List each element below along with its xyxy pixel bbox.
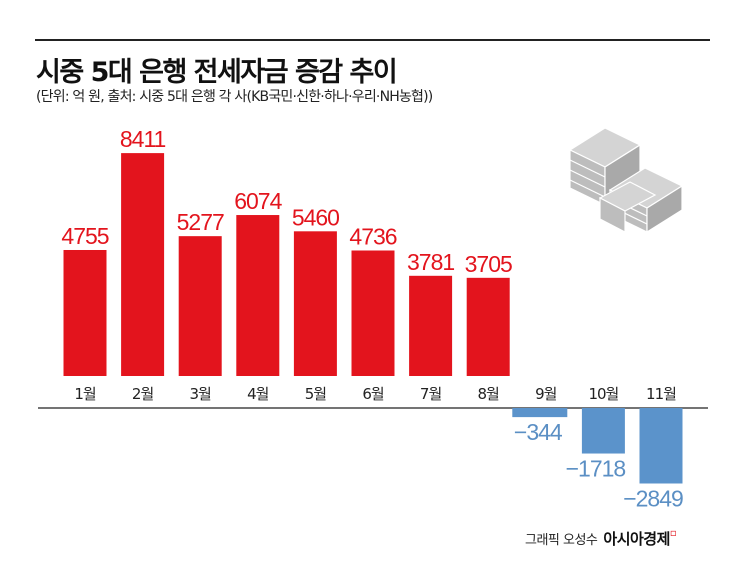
data-label: −2849 [623,485,683,511]
month-tick-label: 9월 [535,385,557,403]
bar-6 [351,250,395,376]
month-tick-label: 5월 [305,385,327,403]
month-tick-label: 11월 [646,385,676,403]
publisher-logo: 아시아경제 [603,530,670,548]
chart-subtitle: (단위: 억 원, 출처: 시중 5대 은행 각 사(KB국민·신한·하나·우리… [36,89,433,105]
data-label: 4755 [61,223,108,249]
data-label: −1718 [566,456,626,482]
credit-author: 그래픽 오성수 [525,533,598,548]
data-label: 3781 [407,249,454,275]
credit: 그래픽 오성수 아시아경제▫ [525,528,677,549]
data-label: 8411 [120,126,166,152]
bar-11 [639,408,683,484]
bar-10 [581,408,625,454]
data-label: 5277 [177,209,224,235]
top-rule [35,39,710,41]
month-tick-label: 4월 [247,385,269,403]
month-tick-label: 7월 [420,385,442,403]
money-stack-icon [568,127,684,234]
bar-4 [236,215,280,376]
data-label: 4736 [349,223,396,249]
bar-5 [293,231,337,376]
bar-8 [466,277,510,376]
bar-1 [63,249,107,376]
data-label: −344 [514,419,563,445]
month-tick-label: 10월 [588,385,618,403]
month-tick-label: 2월 [132,385,154,403]
data-label: 6074 [234,188,282,214]
bar-7 [409,275,453,376]
bar-2 [121,153,165,376]
month-tick-label: 6월 [362,385,384,403]
bar-3 [178,236,222,376]
data-label: 3705 [465,251,512,277]
month-tick-label: 3월 [190,385,212,403]
month-tick-label: 1월 [74,385,96,403]
month-tick-label: 8월 [478,385,500,403]
data-label: 5460 [292,204,339,230]
logo-mark-icon: ▫ [669,528,677,539]
bar-9 [512,408,568,418]
chart-title: 시중 5대 은행 전세자금 증감 추이 [36,57,398,88]
